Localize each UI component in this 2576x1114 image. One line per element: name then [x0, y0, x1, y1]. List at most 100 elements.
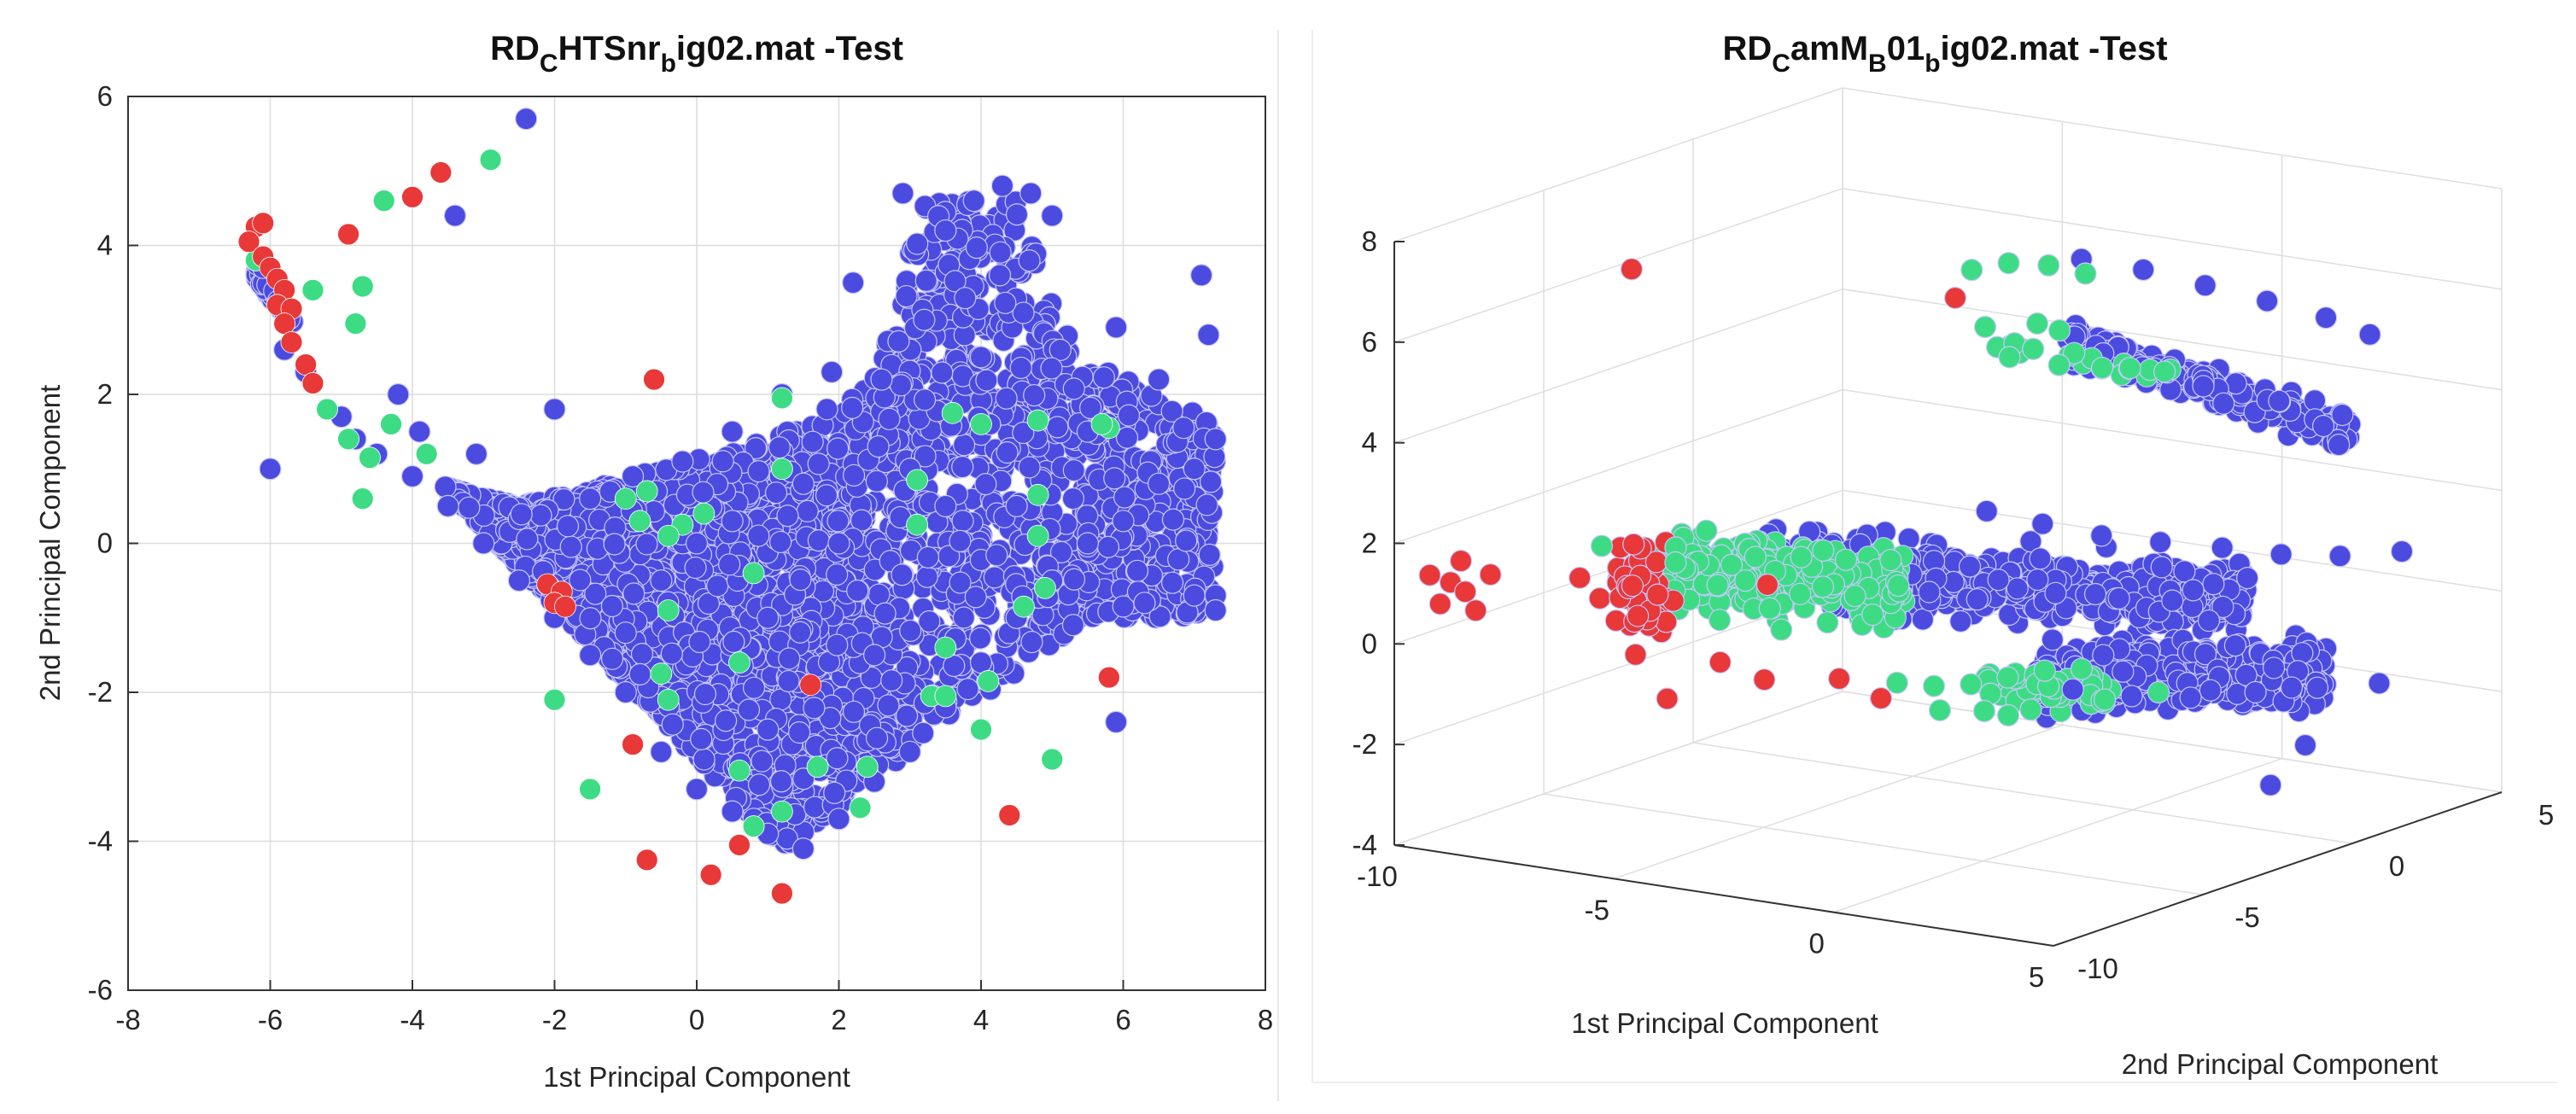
- green-point: [1013, 595, 1035, 618]
- blue-point: [1175, 529, 1198, 552]
- right-backwall-gridline: [1842, 188, 2503, 290]
- blue-point: [778, 647, 801, 670]
- left-xtick-label: -4: [400, 1004, 424, 1035]
- blue-point: [1076, 532, 1099, 555]
- blue-point: [826, 633, 849, 656]
- right-grid: [1393, 87, 2503, 947]
- blue-point: [1160, 571, 1184, 594]
- right-floor-gridline: [1614, 724, 2063, 880]
- blue-point: [931, 361, 954, 384]
- green-point: [372, 190, 395, 213]
- blue-point: [1117, 404, 1141, 427]
- blue-point: [715, 709, 738, 732]
- blue-point: [827, 437, 850, 460]
- blue-point: [1167, 548, 1190, 571]
- blue-point: [952, 606, 975, 629]
- blue-point: [1197, 324, 1220, 347]
- blue-point: [914, 269, 938, 292]
- blue-point: [1189, 264, 1213, 287]
- blue-point: [915, 565, 938, 588]
- blue-point: [990, 174, 1014, 197]
- green-point: [806, 755, 829, 779]
- green-point: [543, 688, 566, 711]
- blue-point: [543, 398, 566, 421]
- blue-point: [1183, 458, 1206, 481]
- green-point: [479, 149, 502, 172]
- blue-point: [1148, 368, 1171, 391]
- right-backwall-gridline: [1842, 87, 2503, 190]
- left-ytick-label: 4: [97, 230, 113, 261]
- blue-point: [622, 582, 645, 605]
- blue-point: [895, 704, 919, 727]
- blue-point: [865, 726, 889, 749]
- blue-point: [603, 533, 626, 556]
- blue-point: [693, 682, 717, 706]
- blue-point: [943, 270, 967, 293]
- blue-point: [1040, 357, 1063, 380]
- blue-point: [1096, 535, 1120, 558]
- blue-point: [906, 232, 929, 255]
- blue-point: [789, 621, 812, 644]
- left-xtick-label: -8: [115, 1004, 140, 1035]
- green-point: [415, 442, 438, 465]
- left-xtick-label: -2: [542, 1004, 567, 1035]
- blue-point: [1062, 568, 1086, 591]
- blue-point: [949, 529, 972, 552]
- blue-point: [2150, 556, 2173, 579]
- blue-point: [660, 642, 683, 665]
- blue-point: [918, 609, 941, 633]
- blue-point: [1113, 486, 1136, 509]
- blue-point: [400, 464, 424, 488]
- right-sidewall-gridline: [1393, 188, 1843, 343]
- blue-point: [2197, 609, 2221, 633]
- blue-point: [1020, 630, 1043, 654]
- blue-point: [983, 566, 1006, 589]
- blue-point: [721, 510, 744, 533]
- red-point: [1097, 666, 1120, 689]
- blue-point: [718, 553, 741, 576]
- left-xtick-label: 6: [1115, 1004, 1130, 1035]
- blue-point: [821, 360, 844, 383]
- blue-point: [863, 644, 886, 667]
- green-point: [977, 670, 1000, 692]
- green-point: [1090, 412, 1113, 435]
- right-sidewall-gridline: [1393, 691, 1843, 846]
- blue-point: [408, 420, 431, 443]
- left-xtick-label: 2: [831, 1004, 846, 1035]
- blue-point: [1918, 580, 1941, 604]
- blue-point: [803, 796, 827, 819]
- blue-point: [742, 676, 766, 699]
- blue-point: [721, 800, 744, 823]
- blue-point: [2026, 568, 2049, 592]
- blue-point: [579, 487, 602, 510]
- green-point: [742, 815, 765, 837]
- blue-point: [913, 308, 936, 331]
- blue-point: [690, 727, 713, 750]
- blue-point: [661, 713, 684, 736]
- blue-point: [988, 264, 1012, 287]
- blue-point: [827, 510, 850, 533]
- blue-point: [614, 680, 637, 704]
- red-point: [554, 595, 576, 618]
- left-y-axis-label: 2nd Principal Component: [34, 385, 66, 702]
- blue-point: [956, 678, 979, 701]
- left-ytick-label: 6: [97, 80, 113, 112]
- left-ytick-label: 0: [97, 528, 113, 559]
- red-point: [771, 882, 793, 905]
- blue-point: [737, 698, 761, 721]
- blue-point: [510, 503, 533, 526]
- blue-point: [2202, 573, 2225, 596]
- blue-point: [949, 571, 972, 594]
- blue-point: [2223, 634, 2246, 657]
- red-point: [643, 368, 665, 391]
- green-point: [771, 800, 793, 823]
- blue-point: [1005, 494, 1028, 517]
- red-point: [622, 733, 644, 755]
- blue-point: [692, 748, 716, 771]
- blue-point: [650, 569, 673, 592]
- blue-point: [529, 504, 552, 527]
- blue-point: [964, 586, 987, 609]
- blue-point: [815, 484, 838, 507]
- green-point: [1026, 409, 1049, 432]
